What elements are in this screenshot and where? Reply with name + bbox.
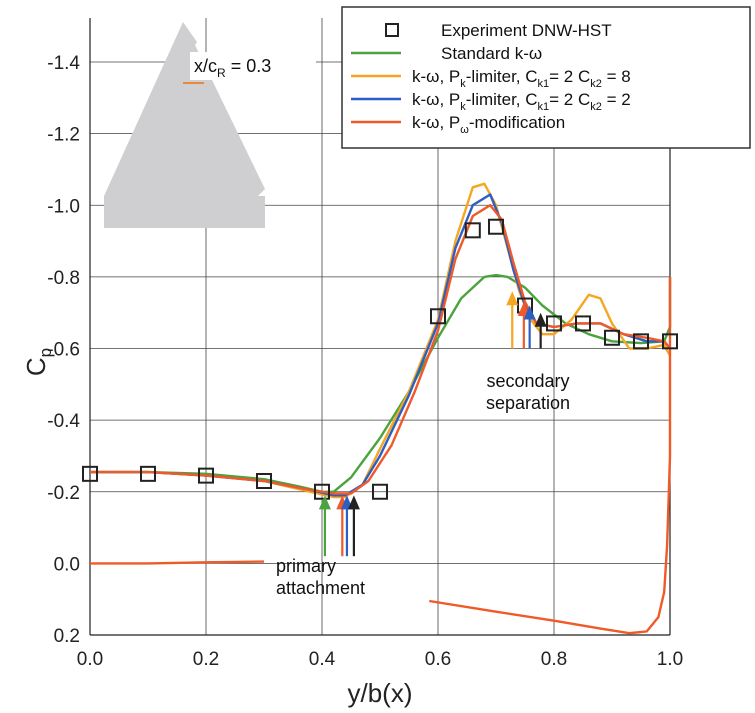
y-tick-label: -0.8 (47, 268, 80, 289)
y-tick-label: -0.4 (47, 411, 80, 432)
legend-label-3: k-ω, Pω-modification (412, 113, 565, 136)
y-tick-label: -1.0 (47, 196, 80, 217)
legend-label-2: k-ω, Pk-limiter, Ck1= 2 Ck2 = 2 (412, 90, 631, 113)
arrow-head-secondary (534, 312, 547, 327)
annotation-line: primary (276, 556, 336, 576)
legend-label-1: k-ω, Pk-limiter, Ck1= 2 Ck2 = 8 (412, 67, 631, 90)
y-axis-label-sub: p (36, 348, 55, 357)
experiment-point (546, 315, 562, 332)
experiment-points (82, 218, 678, 500)
y-tick-label: -0.6 (47, 340, 80, 361)
legend-label-part: , P (439, 67, 460, 86)
legend-label-part: -modification (469, 113, 565, 132)
legend-label-part: k- (412, 90, 426, 109)
x-tick-label: 0.0 (77, 649, 103, 670)
y-tick-label: -1.2 (47, 125, 80, 146)
legend-label-part: , P (439, 113, 460, 132)
annotation-line: secondary (486, 371, 569, 391)
y-axis-label: Cp (21, 348, 55, 376)
experiment-point (575, 315, 591, 332)
x-tick-label: 0.2 (193, 649, 219, 670)
inset-label: x/cR = 0.3 (194, 56, 271, 80)
y-tick-label: -0.2 (47, 483, 80, 504)
legend-label-0: Standard k-ω (441, 44, 542, 63)
series-line-0 (90, 273, 672, 493)
experiment-point (198, 467, 214, 484)
x-tick-label: 0.8 (541, 649, 567, 670)
legend-label-part: k1 (538, 78, 550, 90)
arrow-head-secondary (506, 291, 519, 306)
arrow-head-secondary (523, 305, 536, 320)
legend-label-part: = 8 (602, 67, 631, 86)
inset-label-value: = 0.3 (226, 56, 272, 76)
legend-label-part: ω (426, 67, 439, 86)
arrows (318, 291, 547, 557)
y-tick-label: 0.0 (54, 554, 80, 575)
pressure-side-line-1 (429, 276, 672, 635)
experiment-point (314, 483, 330, 500)
arrow-head-primary (347, 495, 360, 510)
legend-label-part: ω (426, 90, 439, 109)
legend-label-part: -limiter, C (466, 67, 538, 86)
y-tick-label: 0.2 (54, 626, 80, 647)
legend-box (341, 6, 751, 149)
inset-label-sub: R (217, 66, 226, 80)
x-axis-label: y/b(x) (348, 678, 413, 708)
wing-planform-inset: x/cR = 0.3 (104, 22, 316, 228)
experiment-point (372, 483, 388, 500)
series-line-1 (90, 182, 672, 499)
annotation-secondary-separation: secondary separation (486, 371, 570, 413)
legend-label-part: k (460, 78, 466, 90)
x-tick-label: 0.4 (309, 649, 336, 670)
experiment-point (488, 218, 504, 235)
legend-label-part: ω (460, 124, 469, 136)
legend-label-part: ω (426, 113, 439, 132)
wing-planform-shape (104, 22, 265, 228)
legend-label-part: k- (412, 113, 426, 132)
tick-labels: 0.0 0.2 0.4 0.6 0.8 1.0-1.4-1.2-1.0-0.8-0.6-0… (47, 53, 683, 670)
series-line-3 (90, 204, 671, 495)
annotation-line: attachment (276, 578, 365, 598)
legend-marker-experiment (385, 23, 399, 37)
x-tick-label: 1.0 (657, 649, 683, 670)
experiment-point (662, 333, 678, 350)
experiment-point (604, 329, 620, 346)
experiment-point (140, 465, 156, 482)
pressure-side-line-0 (90, 560, 265, 565)
experiment-point (464, 222, 481, 239)
legend-label-part: -limiter, C (466, 90, 538, 109)
x-tick-label: 0.6 (425, 649, 451, 670)
legend-label-part: = 2 (602, 90, 631, 109)
inset-label-bg (190, 52, 316, 80)
y-tick-label: -1.4 (47, 53, 80, 74)
legend-label-part: = 2 C (549, 90, 590, 109)
legend-label-part: k2 (590, 78, 602, 90)
annotation-primary-attachment: primary attachment (276, 556, 365, 598)
legend-label-part: ω (529, 44, 542, 63)
legend-label-part: Standard k- (441, 44, 529, 63)
experiment-point (256, 473, 272, 490)
legend-label-part: k (460, 101, 466, 113)
experiment-point (633, 333, 649, 350)
legend-label-experiment: Experiment DNW-HST (441, 21, 612, 40)
arrow-head-primary (318, 495, 331, 510)
legend-label-part: k- (412, 67, 426, 86)
legend-label-part: k2 (590, 101, 602, 113)
annotation-line: separation (486, 393, 570, 413)
legend-label-part: , P (439, 90, 460, 109)
legend-label-part: = 2 C (549, 67, 590, 86)
legend-label-part: k1 (538, 101, 550, 113)
series-lines (90, 182, 672, 635)
experiment-point (430, 308, 446, 325)
experiment-point (82, 465, 98, 482)
